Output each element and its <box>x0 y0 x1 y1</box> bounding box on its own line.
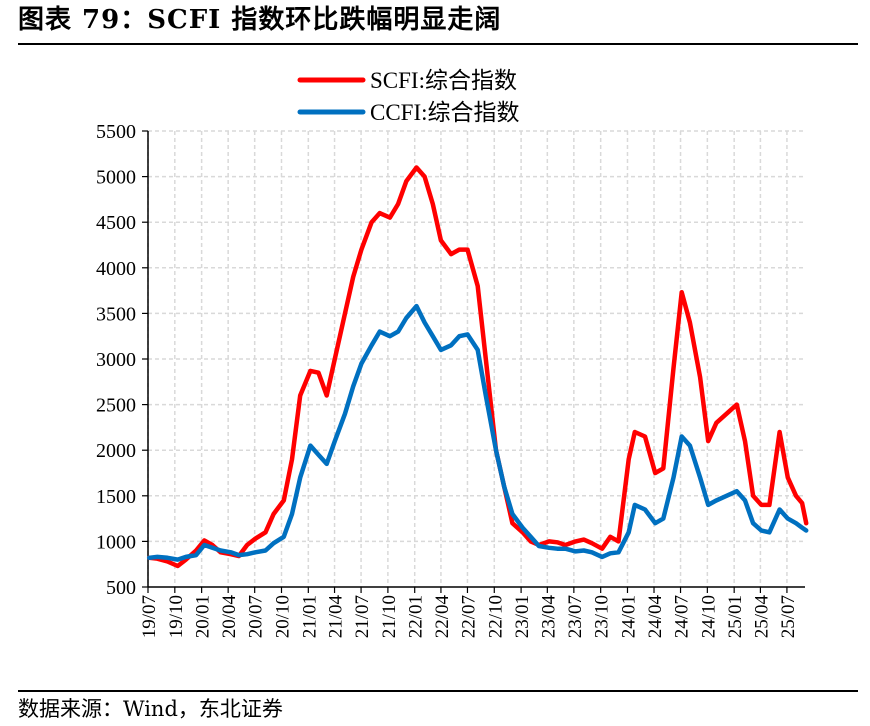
x-tick-label: 24/07 <box>672 595 693 638</box>
y-tick-label: 1500 <box>96 486 136 508</box>
page-title: 图表 79：SCFI 指数环比跌幅明显走阔 <box>18 5 502 35</box>
x-tick-label: 22/01 <box>406 595 427 638</box>
y-tick-label: 5000 <box>96 167 136 189</box>
x-tick-label: 21/10 <box>379 595 400 638</box>
x-tick-label: 23/04 <box>538 595 559 639</box>
x-axis-ticks: 19/07 19/10 20/01 20/04 20/07 20/10 21/01 21/04… <box>139 587 799 638</box>
x-tick-label: 24/01 <box>618 595 639 638</box>
y-tick-label: 2000 <box>96 440 136 462</box>
x-tick-label: 22/07 <box>458 595 479 638</box>
series-lines <box>146 165 809 569</box>
x-tick-label: 22/04 <box>432 595 453 639</box>
series-line-scfi <box>146 165 809 569</box>
y-tick-label: 3500 <box>96 303 136 325</box>
y-tick-label: 500 <box>106 577 136 599</box>
x-tick-label: 20/07 <box>246 595 267 638</box>
line-chart: 500 1000 1500 2000 2500 3000 3500 4000 4500 5000 5… <box>96 68 809 638</box>
x-tick-label: 25/07 <box>778 595 799 638</box>
y-tick-label: 3000 <box>96 349 136 371</box>
x-tick-label: 22/10 <box>485 595 506 638</box>
y-axis-ticks: 500 1000 1500 2000 2500 3000 3500 4000 4500 5000 5… <box>96 121 148 599</box>
y-tick-label: 5500 <box>96 121 136 143</box>
x-tick-label: 25/01 <box>725 595 746 638</box>
x-tick-label: 23/07 <box>565 595 586 638</box>
y-tick-label: 4500 <box>96 212 136 234</box>
x-tick-label: 20/01 <box>193 595 214 638</box>
x-tick-label: 24/04 <box>645 595 666 639</box>
title-divider <box>18 43 858 45</box>
x-tick-label: 19/10 <box>166 595 187 638</box>
y-tick-label: 1000 <box>96 531 136 553</box>
legend-label: CCFI:综合指数 <box>370 100 520 125</box>
x-tick-label: 19/07 <box>139 595 160 638</box>
series-line-ccfi <box>146 303 809 562</box>
data-source-note: 数据来源：Wind，东北证券 <box>18 697 283 721</box>
y-tick-label: 2500 <box>96 395 136 417</box>
x-tick-label: 20/10 <box>272 595 293 638</box>
chart-grid <box>147 130 805 587</box>
x-tick-label: 24/10 <box>698 595 719 638</box>
chart-legend: SCFI:综合指数 CCFI:综合指数 <box>297 68 520 125</box>
x-tick-label: 20/04 <box>219 595 240 639</box>
x-tick-label: 21/07 <box>352 595 373 638</box>
x-tick-label: 23/10 <box>592 595 613 638</box>
footer-divider <box>18 690 858 692</box>
x-tick-label: 25/04 <box>751 595 772 639</box>
x-tick-label: 21/01 <box>299 595 320 638</box>
x-tick-label: 23/01 <box>512 595 533 638</box>
legend-label: SCFI:综合指数 <box>370 68 517 93</box>
y-tick-label: 4000 <box>96 258 136 280</box>
x-tick-label: 21/04 <box>326 595 347 639</box>
